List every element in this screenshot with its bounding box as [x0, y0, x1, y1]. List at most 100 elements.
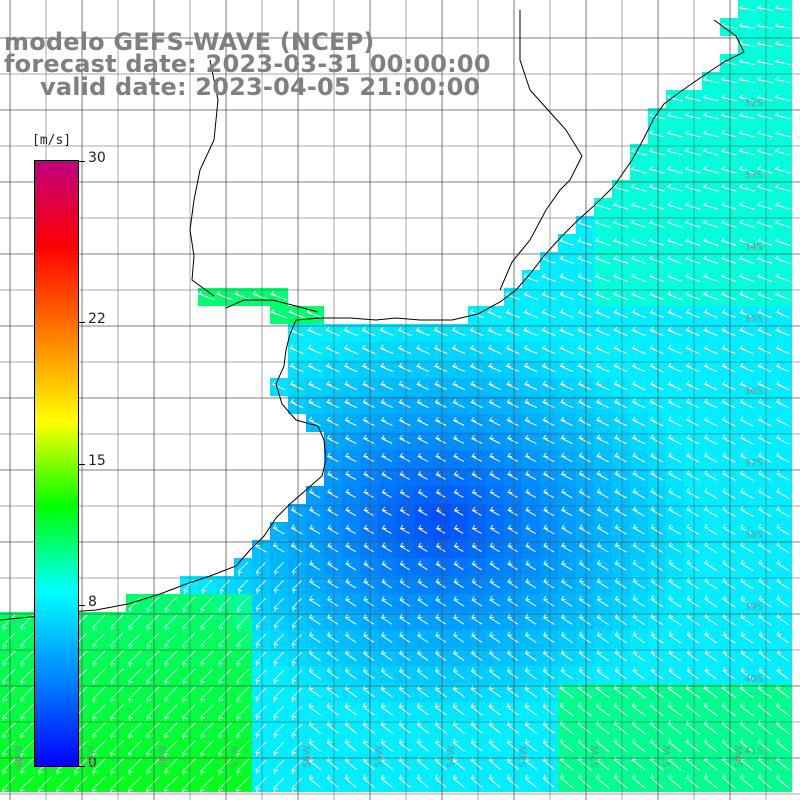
- wind-arrow-head: [200, 680, 205, 686]
- wind-arrow: [453, 402, 465, 408]
- wind-arrow: [489, 778, 501, 788]
- wind-arrow-head: [470, 398, 476, 404]
- wind-arrow-head: [632, 613, 638, 618]
- wind-arrow-head: [237, 570, 243, 576]
- wind-arrow-head: [55, 788, 61, 794]
- wind-arrow: [758, 509, 772, 517]
- wind-arrow-head: [721, 720, 727, 725]
- wind-arrow: [399, 706, 411, 716]
- wind-arrow-head: [109, 752, 115, 758]
- wind-arrow: [453, 384, 465, 390]
- wind-arrow-head: [344, 738, 350, 744]
- wind-arrow-head: [594, 237, 600, 242]
- wind-arrow-head: [756, 183, 762, 189]
- wind-arrow-head: [415, 345, 421, 350]
- wind-arrow: [722, 509, 736, 517]
- wind-arrow-head: [703, 434, 709, 439]
- wind-arrow-head: [578, 542, 584, 547]
- wind-direction-arrows: [1, 4, 791, 794]
- wind-arrow-head: [739, 755, 745, 761]
- wind-arrow: [2, 758, 16, 772]
- wind-arrow: [256, 562, 266, 572]
- wind-arrow: [704, 419, 718, 427]
- wind-arrow: [435, 653, 447, 661]
- wind-arrow: [345, 599, 357, 607]
- wind-arrow: [596, 329, 610, 337]
- wind-arrow-head: [632, 577, 638, 583]
- wind-arrow-head: [91, 752, 97, 758]
- wind-arrow: [668, 491, 682, 499]
- wind-arrow-head: [561, 542, 566, 547]
- wind-arrow: [579, 491, 591, 499]
- wind-arrow-head: [488, 720, 494, 726]
- wind-arrow-head: [722, 559, 727, 564]
- wind-arrow-head: [596, 434, 602, 439]
- wind-arrow-head: [307, 344, 313, 350]
- wind-arrow-head: [775, 362, 781, 368]
- wind-arrow-head: [632, 631, 638, 636]
- wind-arrow-head: [20, 644, 25, 650]
- wind-arrow: [489, 652, 501, 662]
- wind-arrow-head: [236, 662, 241, 668]
- wind-arrow: [579, 527, 591, 535]
- wind-arrow-head: [648, 201, 654, 207]
- wind-arrow-head: [720, 147, 726, 153]
- wind-arrow: [236, 596, 250, 610]
- wind-arrow: [288, 311, 306, 319]
- wind-arrow: [146, 650, 160, 664]
- wind-arrow-head: [596, 524, 602, 529]
- wind-arrow: [561, 473, 573, 481]
- wind-arrow-head: [145, 734, 151, 740]
- wind-arrow: [291, 777, 303, 789]
- wind-arrow: [490, 563, 500, 571]
- wind-arrow: [20, 776, 34, 790]
- wind-arrow-head: [685, 720, 691, 725]
- longitude-label: 54W: [446, 745, 457, 768]
- wind-arrow-head: [2, 662, 7, 668]
- wind-arrow-head: [543, 542, 549, 547]
- wind-arrow-head: [20, 662, 25, 668]
- wind-arrow-head: [489, 596, 495, 601]
- wind-arrow: [668, 419, 682, 427]
- wind-arrow: [776, 491, 790, 499]
- wind-arrow-head: [524, 452, 530, 458]
- wind-arrow-head: [739, 362, 745, 368]
- wind-arrow-head: [362, 702, 368, 708]
- wind-arrow-head: [91, 788, 97, 794]
- wind-arrow-head: [542, 774, 548, 780]
- wind-arrow: [399, 760, 411, 770]
- wind-arrow-head: [649, 416, 655, 421]
- wind-arrow-head: [199, 734, 205, 740]
- map-title-model: modelo GEFS-WAVE (NCEP): [4, 28, 375, 56]
- wind-arrow: [345, 706, 357, 716]
- wind-arrow: [595, 293, 611, 301]
- wind-arrow-head: [667, 362, 673, 368]
- wind-arrow: [200, 632, 214, 646]
- wind-arrow-head: [145, 788, 151, 794]
- wind-arrow-head: [720, 273, 726, 278]
- wind-arrow: [472, 528, 482, 534]
- wind-arrow: [274, 580, 284, 590]
- wind-arrow: [507, 438, 519, 444]
- wind-arrow: [309, 545, 321, 553]
- wind-arrow: [128, 614, 142, 628]
- wind-arrow-head: [399, 578, 405, 583]
- wind-arrow: [364, 510, 374, 516]
- wind-arrow: [597, 527, 609, 535]
- wind-arrow-head: [738, 219, 744, 224]
- wind-arrow: [776, 652, 790, 662]
- wind-arrow-head: [702, 291, 708, 296]
- wind-arrow-head: [434, 380, 440, 386]
- wind-arrow-head: [308, 774, 314, 780]
- wind-arrow: [470, 365, 484, 373]
- wind-arrow-head: [578, 416, 584, 421]
- wind-arrow-head: [524, 774, 530, 780]
- wind-arrow: [632, 777, 646, 789]
- wind-arrow: [596, 419, 610, 427]
- wind-arrow-head: [757, 326, 763, 332]
- wind-arrow-head: [381, 470, 387, 476]
- wind-arrow: [740, 329, 754, 337]
- wind-arrow: [417, 688, 429, 698]
- wind-arrow-head: [757, 434, 763, 439]
- wind-arrow-head: [686, 595, 692, 600]
